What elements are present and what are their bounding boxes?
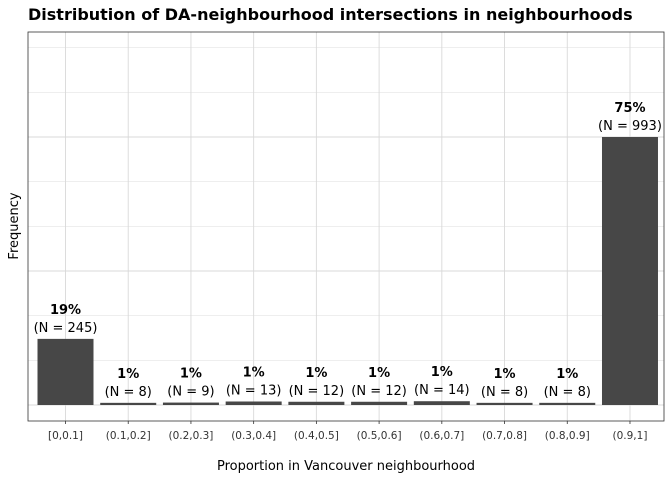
bar-percent-label: 1% (431, 365, 453, 380)
bar-count-label: (N = 12) (289, 384, 345, 399)
grid-lines (28, 32, 664, 421)
x-tick-label: (0.6,0.7] (419, 430, 464, 442)
bar (37, 338, 94, 405)
bar-percent-label: 19% (50, 303, 81, 318)
bar (413, 401, 470, 405)
x-tick-label: (0.1,0.2] (106, 430, 151, 442)
x-tick-label: (0.5,0.6] (357, 430, 402, 442)
bar (162, 402, 219, 405)
x-tick-label: (0.7,0.8] (482, 430, 527, 442)
bar-percent-label: 1% (494, 367, 516, 382)
x-tick-label: (0.3,0.4] (231, 430, 276, 442)
bar-percent-label: 75% (614, 101, 645, 116)
bar (100, 402, 157, 405)
data-labels: 19% (N = 245) 1% (N = 8) 1% (N = 9) 1% (N = 13)… (34, 101, 662, 400)
bar-count-label: (N = 993) (598, 119, 662, 134)
x-tick-label: [0,0.1] (48, 430, 83, 442)
bar-percent-label: 1% (368, 366, 390, 381)
bar-count-label: (N = 12) (351, 384, 407, 399)
bar-percent-label: 1% (117, 367, 139, 382)
bar-count-label: (N = 8) (481, 385, 528, 400)
x-tick-label: (0.8,0.9] (545, 430, 590, 442)
bar-percent-label: 1% (556, 367, 578, 382)
bar-count-label: (N = 13) (226, 383, 282, 398)
bar (351, 401, 408, 405)
bar-count-label: (N = 9) (167, 385, 214, 400)
x-tick-label: (0.2,0.3] (168, 430, 213, 442)
x-axis-title: Proportion in Vancouver neighbourhood (217, 459, 475, 474)
x-tick-labels: [0,0.1] (0.1,0.2] (0.2,0.3] (0.3,0.4] (0.4,0… (48, 421, 647, 442)
bar-percent-label: 1% (243, 365, 265, 380)
bar (288, 401, 345, 405)
x-tick-label: (0.9,1] (613, 430, 648, 442)
bar (476, 402, 533, 405)
bar-percent-label: 1% (180, 367, 202, 382)
bar (601, 137, 658, 405)
bar-count-label: (N = 8) (544, 385, 591, 400)
y-axis-title: Frequency (7, 192, 22, 259)
chart-title: Distribution of DA-neighbourhood interse… (28, 5, 633, 24)
bar-count-label: (N = 245) (34, 321, 98, 336)
bar-count-label: (N = 8) (105, 385, 152, 400)
bar-percent-label: 1% (305, 366, 327, 381)
bar (225, 401, 282, 405)
bar-count-label: (N = 14) (414, 383, 470, 398)
x-tick-label: (0.4,0.5] (294, 430, 339, 442)
bars (37, 137, 658, 405)
bar (539, 402, 596, 405)
panel-border (27, 31, 665, 422)
